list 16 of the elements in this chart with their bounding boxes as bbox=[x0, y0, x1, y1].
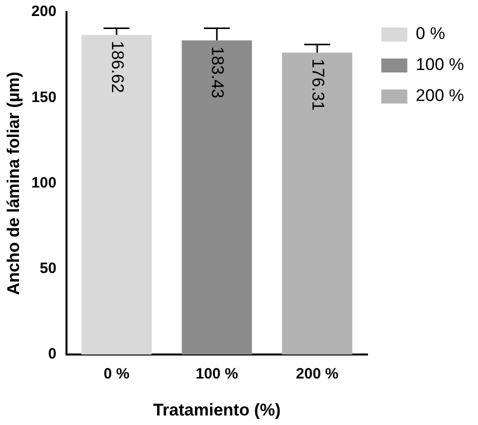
x-tick-label: 100 % bbox=[196, 366, 238, 383]
y-tick-label: 150 bbox=[31, 88, 56, 106]
data-label: 176.31 bbox=[308, 58, 328, 111]
legend-label: 200 % bbox=[416, 86, 464, 106]
y-tick-label: 0 bbox=[48, 346, 56, 363]
data-label: 186.62 bbox=[108, 40, 127, 93]
y-tick-label: 50 bbox=[40, 260, 56, 278]
y-tick-label: 100 bbox=[31, 174, 56, 192]
x-tick-label: 200 % bbox=[296, 366, 338, 383]
y-tick-label: 200 bbox=[31, 3, 56, 20]
x-tick-label: 0 % bbox=[104, 366, 130, 383]
x-axis-title: Tratamiento (%) bbox=[153, 400, 281, 420]
legend-label: 100 % bbox=[416, 55, 464, 74]
data-label: 183.43 bbox=[208, 46, 228, 98]
legend-label: 0 % bbox=[416, 24, 446, 44]
y-axis-title: Ancho de lámina foliar (µm) bbox=[4, 72, 23, 295]
